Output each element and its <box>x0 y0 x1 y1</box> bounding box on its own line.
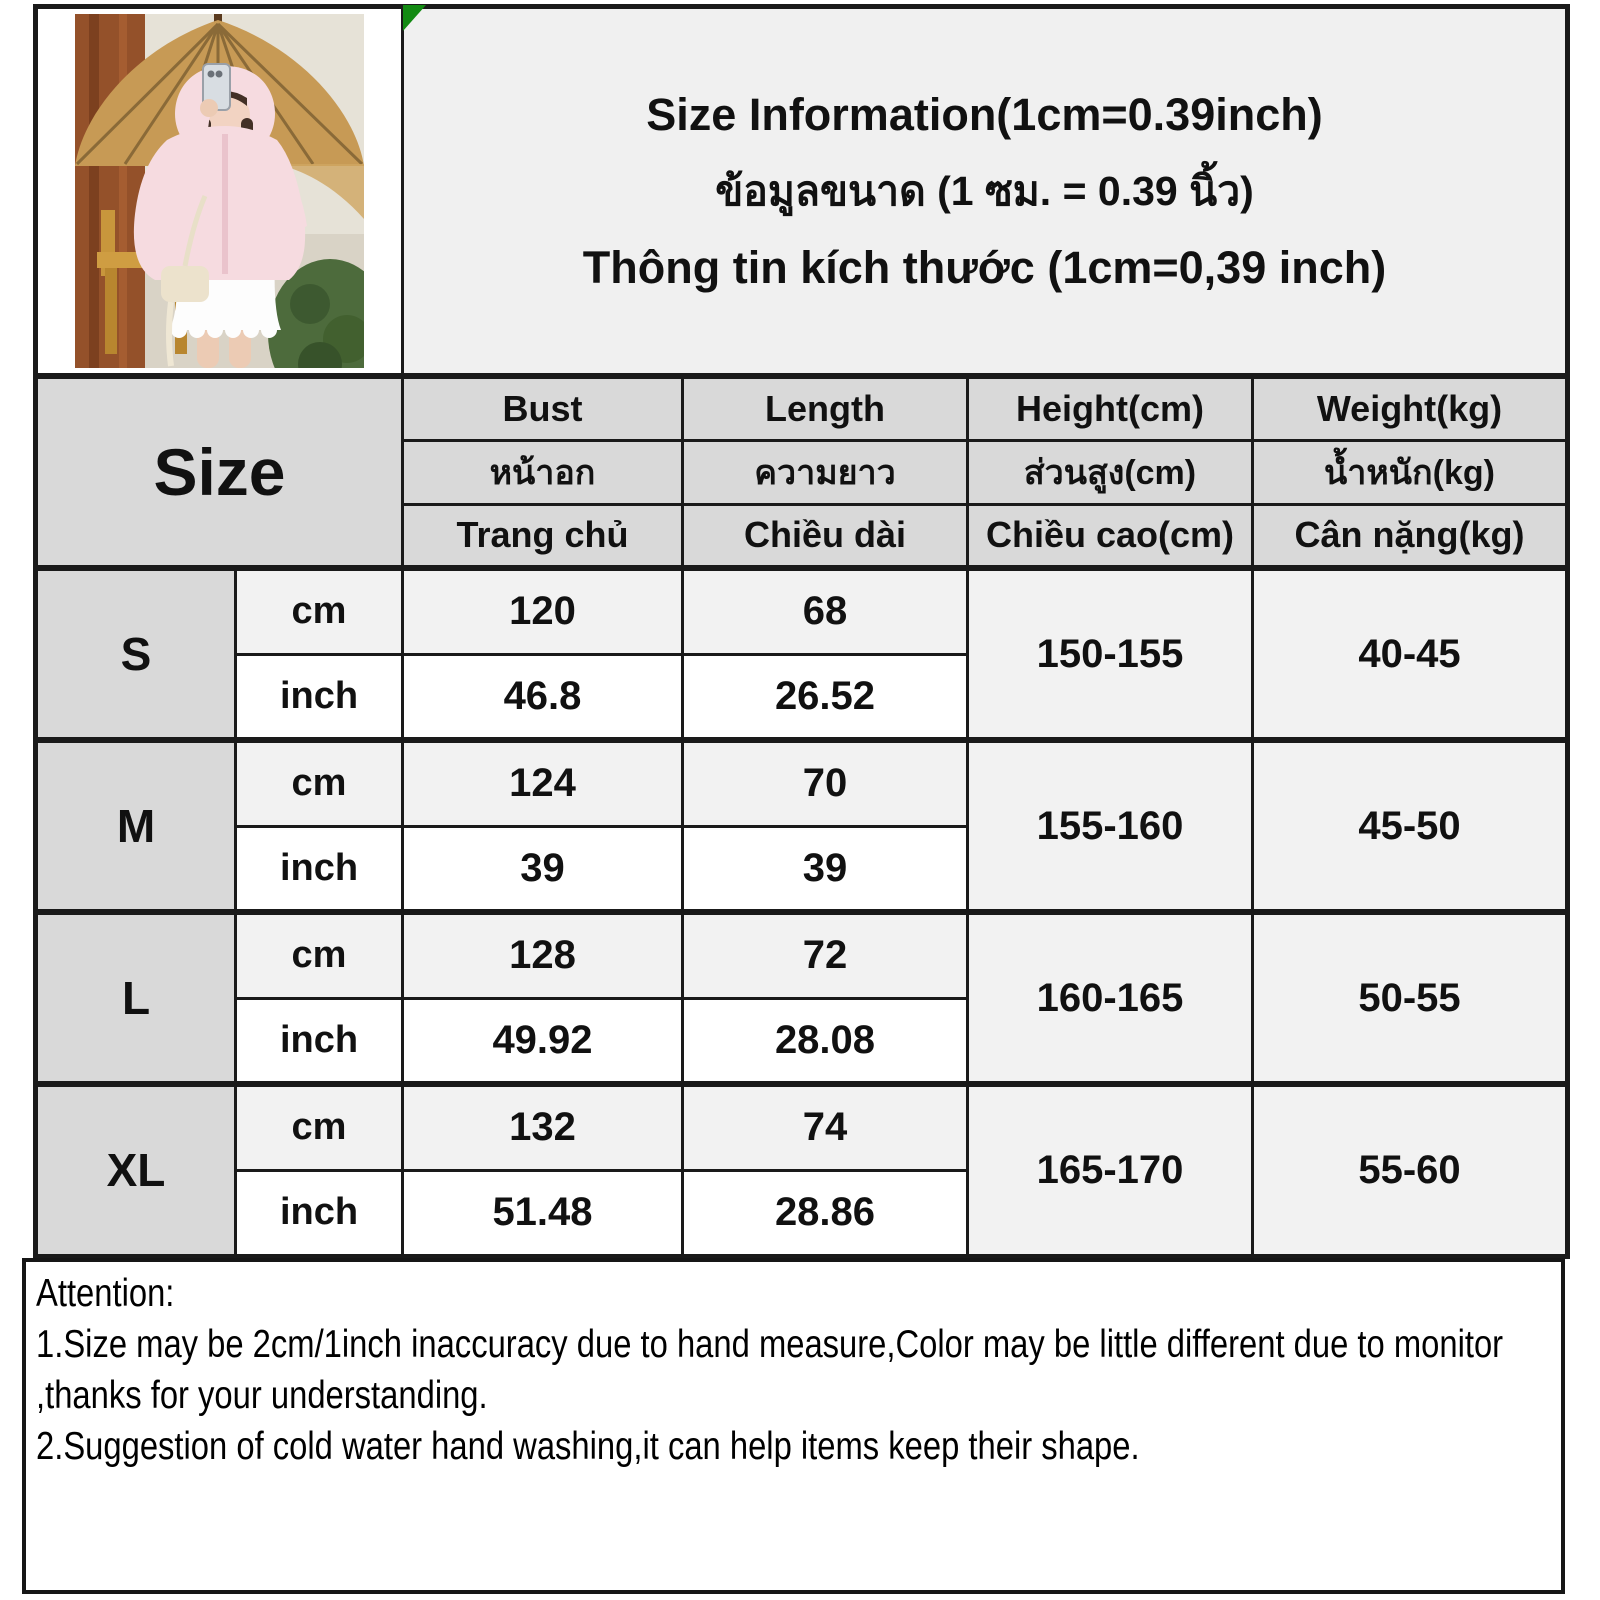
unit-cm: cm <box>234 737 404 828</box>
height-m: 155-160 <box>966 737 1254 914</box>
title-cell: Size Information(1cm=0.39inch) ข้อมูลขนา… <box>400 5 1570 379</box>
length-inch-l: 28.08 <box>681 996 969 1086</box>
title-vietnamese: Thông tin kích thước (1cm=0,39 inch) <box>582 241 1387 293</box>
bust-inch-l: 49.92 <box>401 996 684 1086</box>
weight-l: 50-55 <box>1250 909 1570 1086</box>
length-cm-s: 68 <box>681 565 969 656</box>
size-label-xl: XL <box>34 1081 237 1258</box>
weight-s: 40-45 <box>1250 565 1570 742</box>
bust-cm-s: 120 <box>401 565 684 656</box>
row-m-cm: M cm 124 70 155-160 45-50 <box>34 737 1570 914</box>
size-label-m: M <box>34 737 237 914</box>
header-bust-en: Bust <box>401 374 684 442</box>
unit-cm: cm <box>234 909 404 1000</box>
length-inch-m: 39 <box>681 824 969 914</box>
header-length-th: ความยาว <box>681 438 969 506</box>
unit-inch: inch <box>234 652 404 742</box>
title-thai: ข้อมูลขนาด (1 ซม. = 0.39 นิ้ว) <box>715 167 1254 214</box>
model-figure <box>133 63 307 368</box>
unit-inch: inch <box>234 1168 404 1258</box>
unit-cm: cm <box>234 1081 404 1172</box>
attention-item-2: 2.Suggestion of cold water hand washing,… <box>36 1425 1140 1468</box>
height-s: 150-155 <box>966 565 1254 742</box>
bust-cm-m: 124 <box>401 737 684 828</box>
jacket <box>133 126 306 280</box>
bust-inch-xl: 51.48 <box>401 1168 684 1258</box>
row-l-inch: inch 49.92 28.08 <box>36 996 1568 1086</box>
height-l: 160-165 <box>966 909 1254 1086</box>
unit-inch: inch <box>234 996 404 1086</box>
size-information-table: Size Information(1cm=0.39inch) ข้อมูลขนา… <box>33 4 1571 1259</box>
top-row: Size Information(1cm=0.39inch) ข้อมูลขนา… <box>34 5 1570 379</box>
length-cm-l: 72 <box>681 909 969 1000</box>
header-height-th: ส่วนสูง(cm) <box>966 438 1254 506</box>
row-m-inch: inch 39 39 <box>36 824 1568 914</box>
title-english: Size Information(1cm=0.39inch) <box>646 88 1323 140</box>
header-row-english: Size Bust Length Height(cm) Weight(kg) <box>34 374 1570 570</box>
size-label-l: L <box>34 909 237 1086</box>
unit-cm: cm <box>234 565 404 656</box>
length-inch-s: 26.52 <box>681 652 969 742</box>
size-label-s: S <box>34 565 237 742</box>
unit-inch: inch <box>234 824 404 914</box>
header-weight-th: น้ำหนัก(kg) <box>1250 438 1570 506</box>
header-height-en: Height(cm) <box>966 374 1254 442</box>
size-corner-label: Size <box>34 374 404 570</box>
bust-inch-m: 39 <box>401 824 684 914</box>
length-cm-xl: 74 <box>681 1081 969 1172</box>
product-photo-cell <box>34 5 404 379</box>
attention-heading: Attention: <box>36 1272 175 1315</box>
plant <box>268 259 364 368</box>
header-height-vi: Chiều cao(cm) <box>966 502 1254 571</box>
header-row-thai: หน้าอก ความยาว ส่วนสูง(cm) น้ำหนัก(kg) <box>36 438 1570 506</box>
attention-box: Attention: 1.Size may be 2cm/1inch inacc… <box>22 1258 1565 1594</box>
length-cm-m: 70 <box>681 737 969 828</box>
row-xl-inch: inch 51.48 28.86 <box>36 1168 1568 1258</box>
header-bust-vi: Trang chủ <box>401 502 684 571</box>
weight-xl: 55-60 <box>1250 1081 1570 1258</box>
attention-item-1: 1.Size may be 2cm/1inch inaccuracy due t… <box>36 1323 1504 1417</box>
product-photo-illustration <box>75 14 364 368</box>
row-s-cm: S cm 120 68 150-155 40-45 <box>34 565 1570 742</box>
header-row-vietnamese: Trang chủ Chiều dài Chiều cao(cm) Cân nặ… <box>36 502 1570 571</box>
handbag <box>161 266 209 302</box>
header-length-en: Length <box>681 374 969 442</box>
bust-cm-l: 128 <box>401 909 684 1000</box>
weight-m: 45-50 <box>1250 737 1570 914</box>
row-s-inch: inch 46.8 26.52 <box>36 652 1568 742</box>
length-inch-xl: 28.86 <box>681 1168 969 1258</box>
header-bust-th: หน้าอก <box>401 438 684 506</box>
row-xl-cm: XL cm 132 74 165-170 55-60 <box>34 1081 1570 1258</box>
bust-cm-xl: 132 <box>401 1081 684 1172</box>
product-photo <box>38 9 400 371</box>
header-weight-vi: Cân nặng(kg) <box>1250 502 1570 571</box>
header-weight-en: Weight(kg) <box>1250 374 1570 442</box>
header-length-vi: Chiều dài <box>681 502 969 571</box>
height-xl: 165-170 <box>966 1081 1254 1258</box>
bust-inch-s: 46.8 <box>401 652 684 742</box>
row-l-cm: L cm 128 72 160-165 50-55 <box>34 909 1570 1086</box>
